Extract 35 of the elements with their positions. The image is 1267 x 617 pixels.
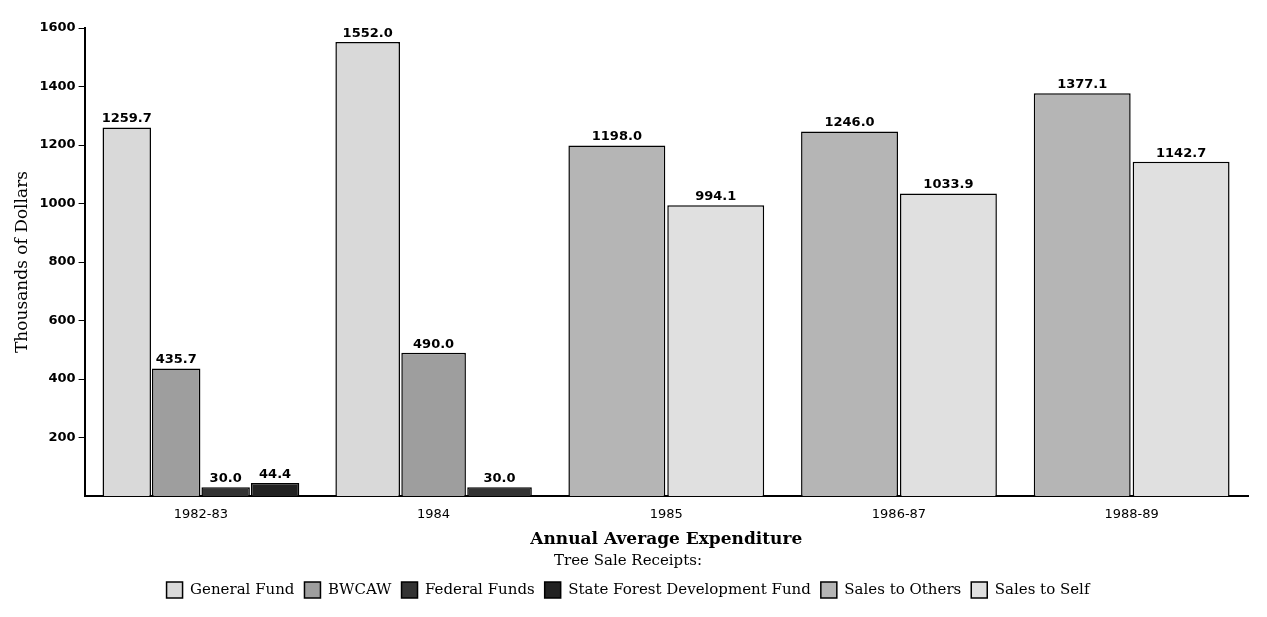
data-label: 994.1 (695, 188, 737, 204)
data-label: 1142.7 (1156, 144, 1207, 160)
data-label: 435.7 (155, 351, 197, 367)
data-label: 1033.9 (923, 176, 974, 192)
data-label: 1198.0 (591, 128, 642, 144)
y-tick-label: 800 (48, 253, 76, 269)
y-tick-label: 1200 (39, 136, 76, 152)
y-tick-label: 600 (48, 311, 76, 327)
y-tick-label: 1000 (39, 194, 76, 210)
data-label: 1552.0 (342, 24, 393, 40)
data-label: 1377.1 (1057, 76, 1108, 92)
legend-label: BWCAW (327, 579, 393, 598)
legend-label: Federal Funds (425, 579, 535, 598)
y-axis-title: Thousands of Dollars (10, 171, 31, 353)
y-tick-label: 200 (48, 428, 76, 444)
y-tick-label: 1400 (39, 77, 76, 93)
x-axis-title: Annual Average Expenditure (529, 528, 803, 549)
legend-label: State Forest Development Fund (568, 579, 812, 598)
data-label: 1246.0 (824, 114, 875, 130)
data-label: 1259.7 (101, 110, 152, 126)
data-label: 44.4 (259, 465, 292, 481)
x-tick-label: 1984 (417, 506, 451, 522)
legend-label: Sales to Others (844, 579, 962, 598)
y-tick-label: 400 (48, 370, 76, 386)
data-label: 30.0 (209, 470, 242, 486)
data-label: 490.0 (413, 335, 455, 351)
x-tick-label: 1988-89 (1104, 506, 1159, 522)
x-tick-label: 1982-83 (173, 506, 229, 522)
legend-label: General Fund (190, 579, 295, 598)
y-tick-label: 1600 (39, 19, 76, 35)
x-tick-label: 1986-87 (871, 506, 927, 522)
data-label: 30.0 (483, 470, 516, 486)
legend-label: Sales to Self (994, 579, 1091, 598)
legend-title: Tree Sale Receipts: (554, 551, 702, 570)
x-tick-label: 1985 (649, 506, 683, 522)
